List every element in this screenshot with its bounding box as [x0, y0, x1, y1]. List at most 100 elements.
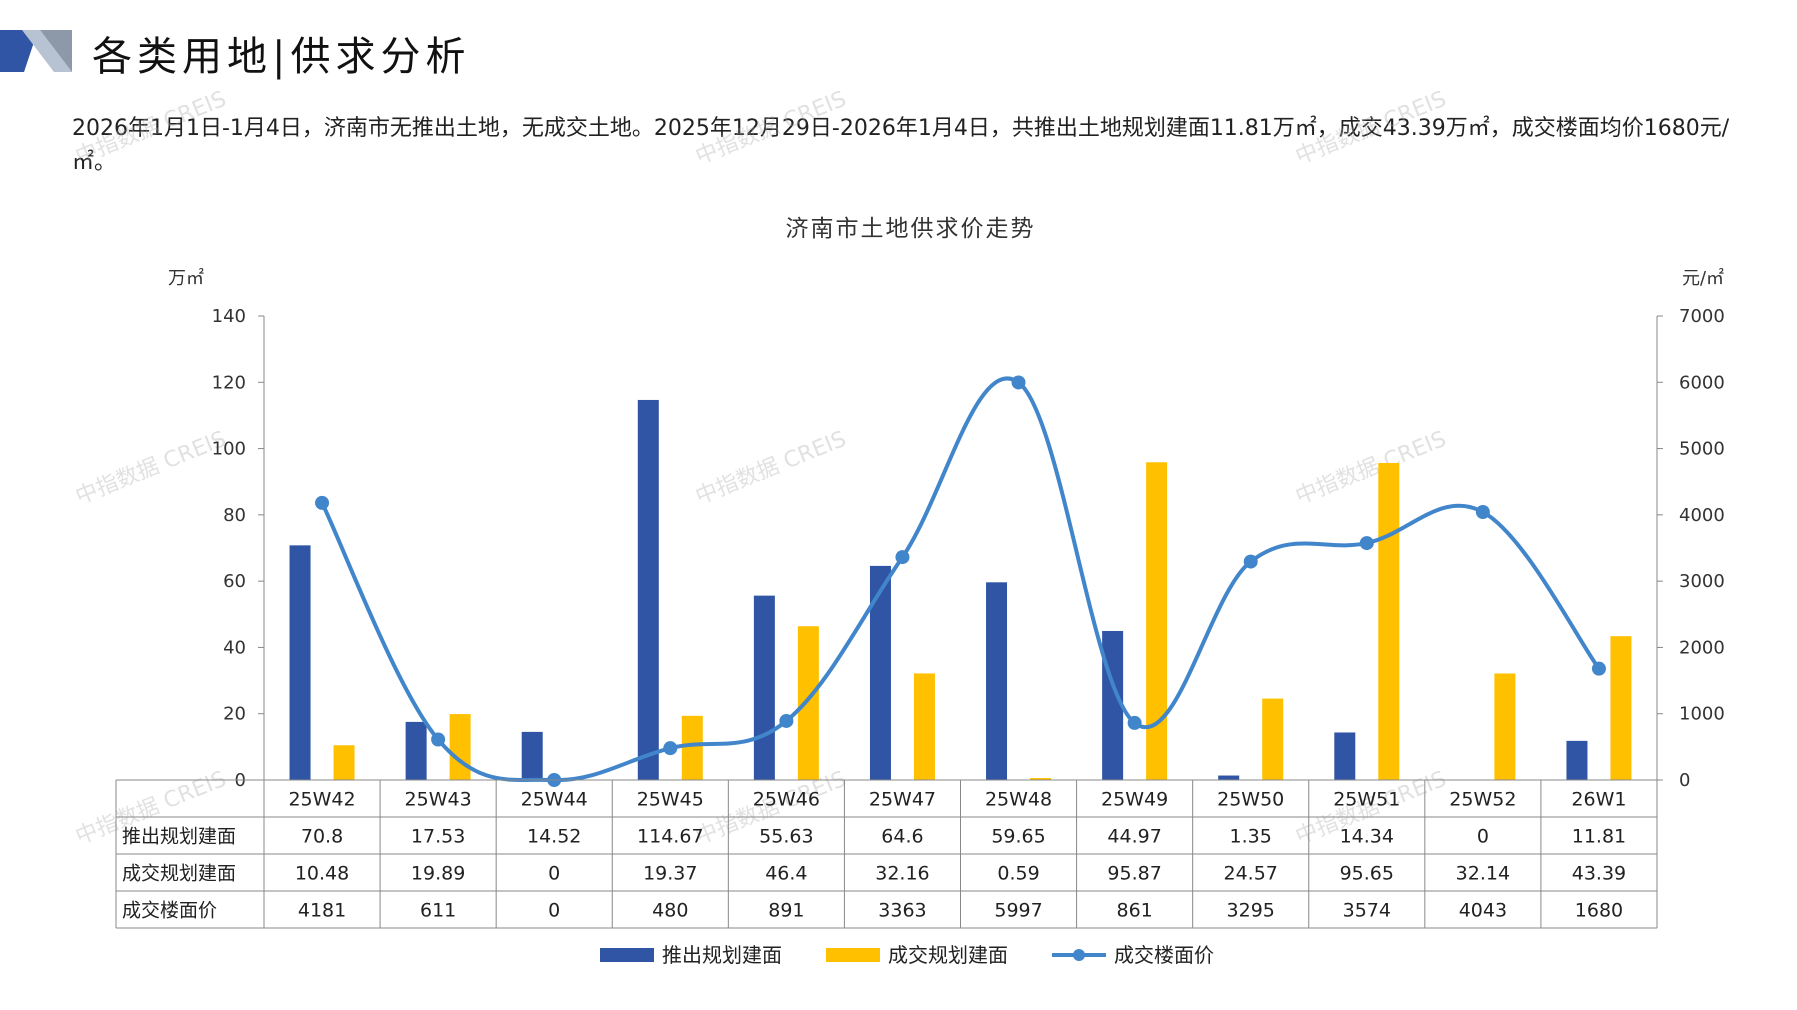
- header-decoration-icon: [0, 30, 72, 72]
- y-left-tick-label: 120: [212, 372, 246, 393]
- y-right-tick-label: 1000: [1679, 704, 1725, 725]
- table-data-label: 95.65: [1340, 863, 1394, 885]
- bar-deal: [913, 673, 935, 780]
- y-right-tick-label: 2000: [1679, 637, 1725, 658]
- bar-deal: [333, 745, 355, 780]
- table-data-label: 3574: [1343, 900, 1391, 922]
- x-category-label: 25W46: [753, 789, 820, 811]
- table-data-label: 3295: [1227, 900, 1275, 922]
- table-data-label: 0: [548, 900, 560, 922]
- price-point: [1359, 536, 1374, 551]
- bar-deal: [797, 626, 819, 780]
- price-point: [779, 713, 794, 728]
- legend-label: 成交楼面价: [1114, 943, 1214, 967]
- table-data-label: 19.89: [411, 863, 465, 885]
- table-data-label: 44.97: [1107, 826, 1161, 848]
- y-right-tick-label: 0: [1679, 770, 1690, 791]
- table-data-label: 611: [420, 900, 456, 922]
- bar-supply: [753, 595, 775, 780]
- bar-supply: [405, 721, 427, 780]
- table-data-label: 14.34: [1340, 826, 1394, 848]
- table-data-label: 5997: [994, 900, 1042, 922]
- table-data-label: 891: [768, 900, 804, 922]
- table-data-label: 1.35: [1230, 826, 1272, 848]
- y-right-unit: 元/㎡: [1682, 267, 1724, 289]
- table-data-label: 114.67: [637, 826, 703, 848]
- table-data-label: 861: [1116, 900, 1152, 922]
- table-series-name: 成交楼面价: [122, 900, 217, 922]
- bar-deal: [681, 715, 703, 780]
- table-data-label: 4181: [298, 900, 346, 922]
- y-left-tick-label: 100: [212, 439, 246, 460]
- price-point: [1243, 554, 1258, 569]
- summary-text: 2026年1月1日-1月4日，济南市无推出土地，无成交土地。2025年12月29…: [72, 116, 1730, 175]
- x-category-label: 25W48: [985, 789, 1052, 811]
- bar-supply: [1566, 740, 1588, 780]
- bar-deal: [1146, 462, 1168, 780]
- x-category-label: 25W42: [288, 789, 355, 811]
- table-series-name: 成交规划建面: [122, 863, 236, 885]
- table-data-label: 70.8: [301, 826, 343, 848]
- price-point: [431, 732, 446, 747]
- bar-supply: [1334, 732, 1356, 780]
- table-data-label: 14.52: [527, 826, 581, 848]
- x-category-label: 25W45: [637, 789, 704, 811]
- table-data-label: 3363: [878, 900, 926, 922]
- price-point: [1011, 375, 1026, 390]
- bar-supply: [521, 731, 543, 780]
- legend-label: 成交规划建面: [888, 943, 1008, 967]
- price-point: [895, 550, 910, 565]
- table-data-label: 0: [548, 863, 560, 885]
- table-data-label: 46.4: [765, 863, 807, 885]
- y-right-tick-label: 7000: [1679, 306, 1725, 327]
- legend-swatch-marker: [1073, 949, 1085, 961]
- table-data-label: 43.39: [1572, 863, 1626, 885]
- table-data-label: 0.59: [997, 863, 1039, 885]
- table-data-label: 64.6: [881, 826, 923, 848]
- price-point: [1591, 661, 1606, 676]
- y-right-tick-label: 3000: [1679, 571, 1725, 592]
- bar-supply: [1218, 775, 1240, 780]
- table-data-label: 19.37: [643, 863, 697, 885]
- table-data-label: 24.57: [1224, 863, 1278, 885]
- table-series-name: 推出规划建面: [122, 826, 236, 848]
- chart-title: 济南市土地供求价走势: [786, 216, 1036, 242]
- table-data-label: 0: [1477, 826, 1489, 848]
- page-header: 各类用地|供求分析: [0, 20, 700, 80]
- y-right-tick-label: 4000: [1679, 505, 1725, 526]
- y-left-tick-label: 80: [223, 505, 246, 526]
- bar-deal: [1030, 778, 1052, 780]
- bar-supply: [289, 545, 311, 780]
- table-data-label: 32.16: [875, 863, 929, 885]
- y-left-tick-label: 140: [212, 306, 246, 327]
- y-left-tick-label: 60: [223, 571, 246, 592]
- y-left-tick-label: 40: [223, 637, 246, 658]
- x-category-label: 25W47: [869, 789, 936, 811]
- bar-deal: [1378, 462, 1400, 780]
- table-data-label: 59.65: [991, 826, 1045, 848]
- table-data-label: 17.53: [411, 826, 465, 848]
- table-data-label: 480: [652, 900, 688, 922]
- bar-supply: [637, 399, 659, 780]
- legend-swatch: [600, 948, 654, 962]
- x-category-label: 25W49: [1101, 789, 1168, 811]
- table-data-label: 1680: [1575, 900, 1623, 922]
- table-data-label: 95.87: [1107, 863, 1161, 885]
- x-category-label: 25W51: [1333, 789, 1400, 811]
- price-line: [320, 376, 1601, 783]
- x-category-label: 25W43: [405, 789, 472, 811]
- y-left-unit: 万㎡: [168, 267, 204, 289]
- price-point: [1475, 505, 1490, 520]
- x-category-label: 25W44: [521, 789, 588, 811]
- page-title: 各类用地|供求分析: [92, 34, 471, 80]
- table-data-label: 11.81: [1572, 826, 1626, 848]
- price-point: [663, 741, 678, 756]
- y-right-tick-label: 5000: [1679, 439, 1725, 460]
- bar-supply: [986, 582, 1008, 780]
- x-category-label: 25W52: [1449, 789, 1516, 811]
- legend-swatch: [826, 948, 880, 962]
- x-category-label: 25W50: [1217, 789, 1284, 811]
- table-data-label: 4043: [1459, 900, 1507, 922]
- bar-deal: [1494, 673, 1516, 780]
